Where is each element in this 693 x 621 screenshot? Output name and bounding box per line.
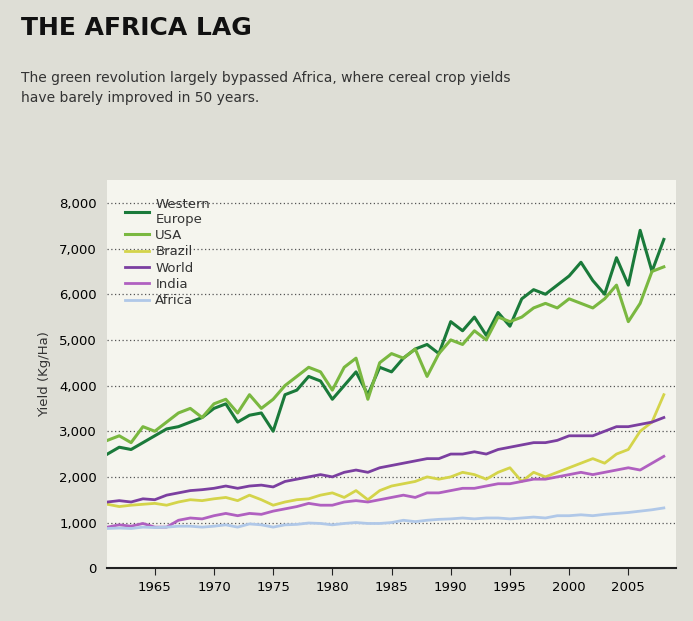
Text: The green revolution largely bypassed Africa, where cereal crop yields
have bare: The green revolution largely bypassed Af… [21, 71, 510, 105]
Y-axis label: Yield (Kg/Ha): Yield (Kg/Ha) [38, 331, 51, 417]
Legend: Western
Europe, USA, Brazil, World, India, Africa: Western Europe, USA, Brazil, World, Indi… [120, 193, 216, 312]
Text: THE AFRICA LAG: THE AFRICA LAG [21, 16, 252, 40]
